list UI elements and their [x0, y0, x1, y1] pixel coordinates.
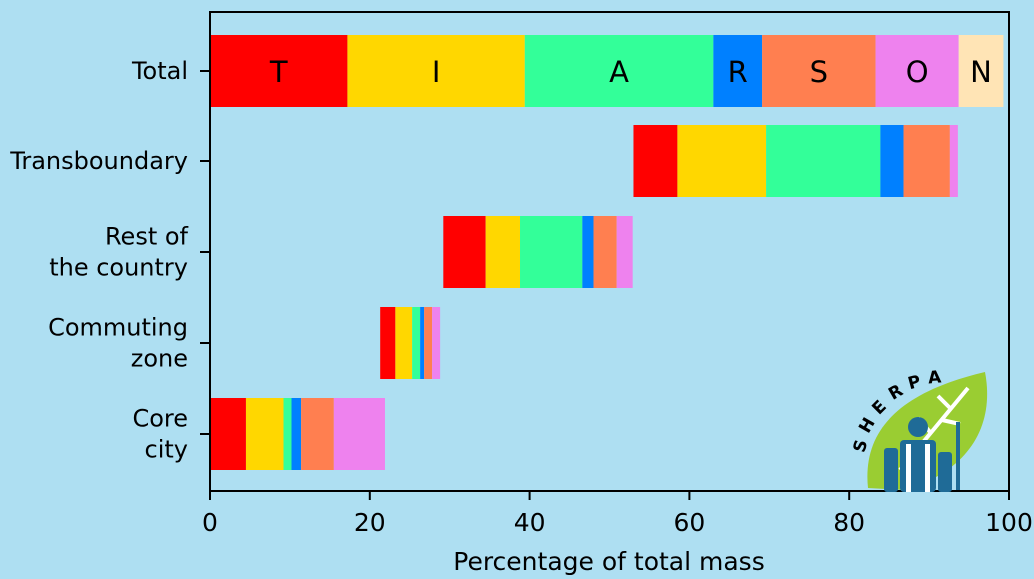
x-tick-label: 0 [202, 508, 218, 537]
bar-core-city-s [301, 398, 334, 470]
bar-transboundary-r [880, 125, 904, 197]
y-tick-label: the country [49, 254, 188, 282]
bar-transboundary-s [903, 125, 950, 197]
bar-commuting-zone-i [395, 307, 413, 379]
bar-rest-of-the-country-o [616, 216, 633, 288]
x-axis-label: Percentage of total mass [453, 547, 764, 576]
series-letter-r: R [728, 55, 748, 89]
bar-transboundary-i [677, 125, 767, 197]
bar-total-s [762, 35, 876, 107]
bar-total-n [958, 35, 1004, 107]
bar-total-i [347, 35, 525, 107]
svg-text:E: E [868, 397, 890, 419]
y-tick-label: Rest of [105, 223, 189, 251]
bar-commuting-zone-s [424, 307, 433, 379]
bars [210, 35, 1004, 470]
x-tick-label: 40 [514, 508, 546, 537]
sherpa-logo: S H E R P A [850, 367, 988, 492]
x-axis: 0 20 40 60 80 100 [202, 491, 1033, 537]
y-axis: Total Transboundary Rest of the country Comm… [9, 57, 210, 464]
bar-rest-of-the-country-s [593, 216, 617, 288]
x-tick-label: 20 [354, 508, 386, 537]
bar-transboundary-t [633, 125, 678, 197]
bar-core-city-a [283, 398, 292, 470]
bar-rest-of-the-country-r [582, 216, 594, 288]
series-letter-s: S [810, 55, 828, 89]
x-tick-label: 100 [985, 508, 1033, 537]
bar-rest-of-the-country-t [443, 216, 486, 288]
bar-total-o [875, 35, 959, 107]
bar-core-city-r [291, 398, 302, 470]
hiker-figure [884, 417, 960, 492]
svg-text:R: R [885, 381, 906, 405]
bar-transboundary-a [766, 125, 881, 197]
y-tick-label: Core [132, 405, 188, 433]
bar-core-city-i [245, 398, 284, 470]
svg-text:H: H [855, 414, 879, 436]
bar-commuting-zone-o [432, 307, 441, 379]
series-letter-o: O [906, 55, 929, 89]
bar-total-t [210, 35, 348, 107]
bar-core-city-t [210, 398, 246, 470]
y-tick-label: Transboundary [9, 147, 188, 175]
bar-rest-of-the-country-a [520, 216, 583, 288]
bar-transboundary-o [949, 125, 958, 197]
y-tick-label: Commuting [48, 314, 188, 342]
series-letter-a: A [609, 55, 629, 89]
x-tick-label: 60 [673, 508, 705, 537]
bar-commuting-zone-r [420, 307, 425, 379]
bar-core-city-o [333, 398, 385, 470]
series-letter-t: T [269, 55, 288, 89]
series-letter-n: N [970, 55, 992, 89]
x-tick-label: 80 [833, 508, 865, 537]
bar-rest-of-the-country-i [485, 216, 521, 288]
bar-commuting-zone-a [412, 307, 421, 379]
bar-total-a [524, 35, 714, 107]
series-letter-i: I [432, 55, 441, 89]
y-tick-label: city [145, 436, 188, 464]
bar-commuting-zone-t [380, 307, 396, 379]
svg-text:S: S [850, 438, 872, 455]
svg-text:P: P [906, 372, 923, 395]
svg-text:A: A [927, 367, 943, 388]
y-tick-label: Total [131, 57, 188, 85]
bar-total-r [713, 35, 763, 107]
y-tick-label: zone [131, 345, 188, 373]
